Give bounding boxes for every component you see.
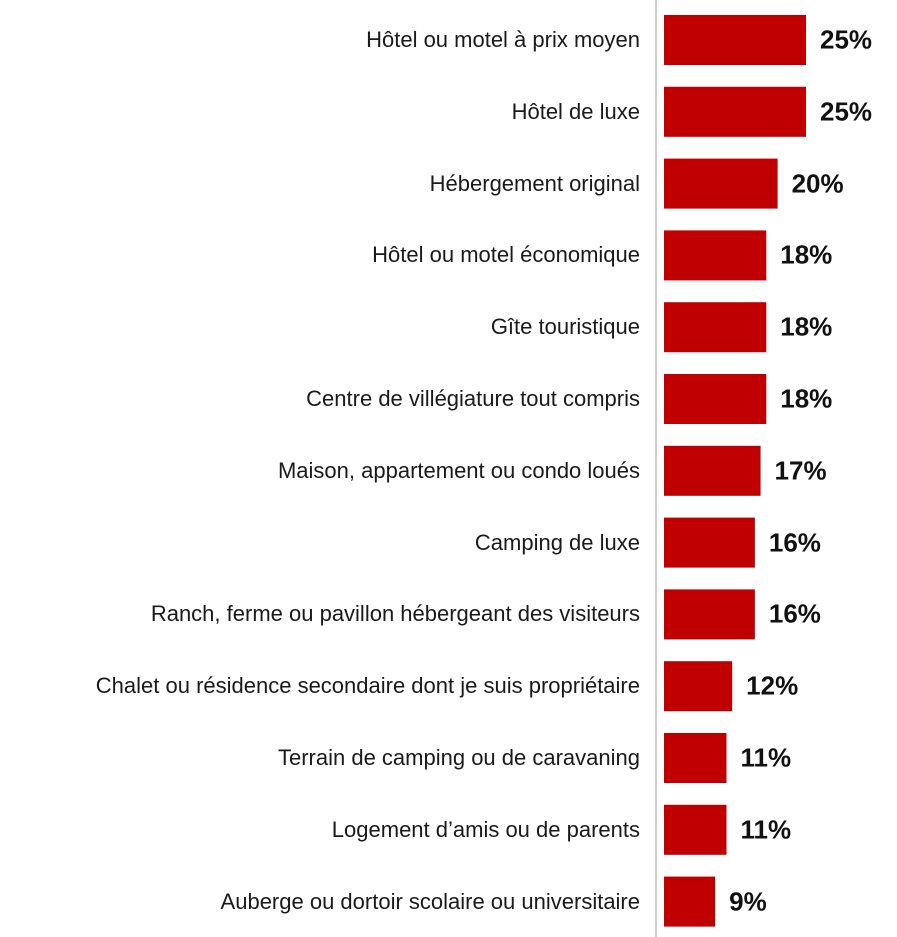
- category-label: Hébergement original: [429, 170, 640, 196]
- bar: [664, 876, 716, 927]
- category-label: Ranch, ferme ou pavillon hébergeant des …: [150, 601, 640, 627]
- value-label: 18%: [780, 311, 833, 342]
- value-label: 20%: [791, 168, 844, 199]
- category-label: Hôtel de luxe: [511, 98, 640, 124]
- bar: [664, 230, 767, 281]
- value-label: 16%: [768, 527, 821, 558]
- bar: [664, 158, 778, 209]
- value-label: 16%: [768, 598, 821, 629]
- bar: [664, 589, 755, 640]
- bar: [664, 517, 755, 568]
- bar: [664, 15, 806, 65]
- bar: [664, 302, 767, 353]
- bar: [664, 374, 767, 424]
- value-label: 9%: [729, 886, 767, 917]
- value-label: 25%: [820, 24, 873, 55]
- category-label: Terrain de camping ou de caravaning: [277, 745, 640, 770]
- bar: [664, 733, 727, 783]
- category-label: Gîte touristique: [490, 314, 640, 340]
- category-label: Hôtel ou motel économique: [372, 242, 640, 268]
- value-label: 18%: [780, 239, 833, 270]
- category-label: Centre de villégiature tout compris: [306, 386, 640, 411]
- category-label: Hôtel ou motel à prix moyen: [366, 27, 640, 52]
- category-label: Maison, appartement ou condo loués: [277, 457, 640, 483]
- value-label: 17%: [774, 455, 827, 486]
- value-label: 11%: [740, 742, 792, 773]
- value-label: 25%: [820, 96, 873, 127]
- bar: [664, 661, 733, 712]
- bar: [664, 86, 806, 137]
- value-label: 11%: [740, 814, 792, 845]
- value-label: 12%: [746, 670, 799, 701]
- value-label: 18%: [780, 383, 833, 414]
- bar: [664, 804, 727, 855]
- category-label: Auberge ou dortoir scolaire ou universit…: [220, 888, 640, 914]
- bar: [664, 445, 761, 496]
- category-label: Chalet ou résidence secondaire dont je s…: [95, 673, 640, 699]
- category-label: Camping de luxe: [474, 529, 640, 555]
- category-label: Logement d’amis ou de parents: [331, 816, 640, 842]
